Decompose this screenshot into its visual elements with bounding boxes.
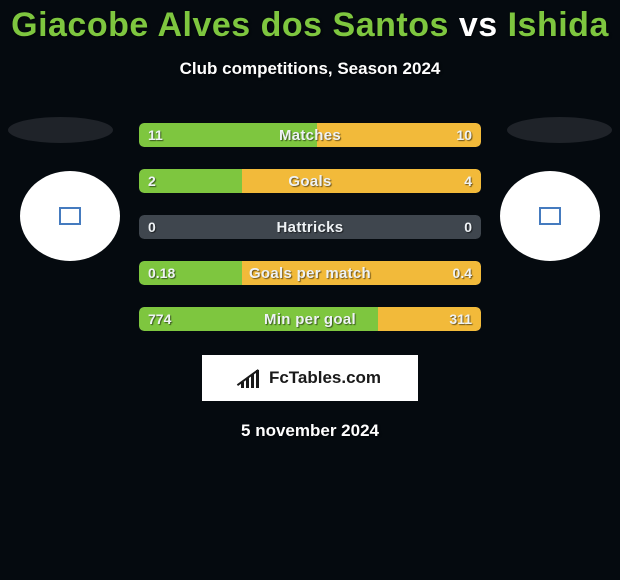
logo-text: FcTables.com: [269, 368, 381, 388]
logo-chart-icon: [239, 368, 263, 388]
comparison-stage: 1110Matches 24Goals 00Hattricks 0.180.4Goal…: [0, 111, 620, 341]
stat-row: 00Hattricks: [139, 215, 481, 239]
stat-bars: 1110Matches 24Goals 00Hattricks 0.180.4Goal…: [139, 123, 481, 353]
avatar-right: [500, 171, 600, 261]
avatar-shadow-right: [507, 117, 612, 143]
logo-box: FcTables.com: [202, 355, 418, 401]
stat-label: Goals per match: [139, 261, 481, 285]
title-right: Ishida: [508, 6, 609, 44]
stat-row: 1110Matches: [139, 123, 481, 147]
stat-label: Matches: [139, 123, 481, 147]
stat-row: 0.180.4Goals per match: [139, 261, 481, 285]
stat-label: Min per goal: [139, 307, 481, 331]
date: 5 november 2024: [0, 421, 620, 441]
title-left: Giacobe Alves dos Santos: [11, 6, 449, 44]
avatar-left: [20, 171, 120, 261]
avatar-shadow-left: [8, 117, 113, 143]
avatar-right-placeholder-icon: [539, 207, 561, 225]
stat-label: Goals: [139, 169, 481, 193]
stat-row: 24Goals: [139, 169, 481, 193]
title-vs: vs: [449, 6, 508, 44]
stat-label: Hattricks: [139, 215, 481, 239]
subtitle: Club competitions, Season 2024: [0, 59, 620, 79]
avatar-left-placeholder-icon: [59, 207, 81, 225]
page-title: Giacobe Alves dos Santos vs Ishida: [0, 0, 620, 45]
stat-row: 774311Min per goal: [139, 307, 481, 331]
